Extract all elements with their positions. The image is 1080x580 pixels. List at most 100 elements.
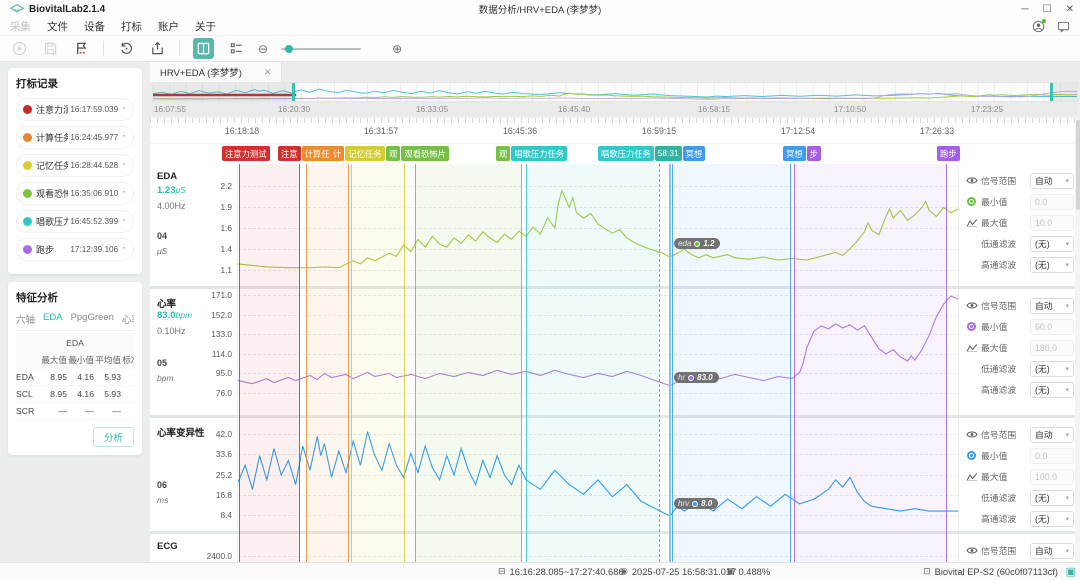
channel-row-ECG: ECG 2400.0 信号范围 自动 ▾ — [150, 534, 1080, 562]
menu-item-关于[interactable]: 关于 — [195, 21, 216, 33]
slider-track[interactable] — [281, 44, 362, 53]
feature-tab-EDA[interactable]: EDA — [43, 312, 63, 323]
task-badge[interactable]: 计 — [330, 146, 345, 161]
channel-plot[interactable] — [238, 289, 958, 415]
feature-table-header-cell: 标准差 — [122, 355, 134, 365]
zoom-in-button[interactable]: ⊕ — [392, 41, 403, 56]
control-select-低通滤波[interactable]: (无) ▾ — [1030, 360, 1074, 377]
channel-list-button[interactable] — [227, 40, 245, 58]
mark-record-item[interactable]: 跑步 17:12:39.106 ⌃ — [16, 238, 134, 261]
zoom-out-button[interactable]: ⊖ — [258, 41, 269, 56]
menu-item-文件[interactable]: 文件 — [47, 21, 68, 33]
chevron-up-icon[interactable]: ⌃ — [121, 218, 127, 226]
task-badge[interactable]: 注意 — [278, 146, 301, 161]
menu-item-设备[interactable]: 设备 — [84, 21, 105, 33]
task-badge[interactable]: 唱歌压力任务 — [598, 146, 654, 161]
control-select-高通滤波[interactable]: (无) ▾ — [1030, 510, 1074, 527]
channel-plot[interactable] — [238, 418, 958, 531]
eye-icon — [965, 430, 978, 439]
control-select-信号范围[interactable]: 自动 ▾ — [1030, 172, 1074, 189]
task-badge[interactable]: 观 — [386, 146, 401, 161]
timeline-zoom-slider[interactable] — [281, 44, 362, 53]
overview-selection-handle-right[interactable] — [1050, 83, 1054, 101]
menu-item-账户[interactable]: 账户 — [158, 21, 179, 33]
minimize-button[interactable]: ─ — [1021, 3, 1029, 15]
feature-tab-心率变异[interactable]: 心率变异 — [121, 315, 134, 326]
vertical-scrollbar[interactable] — [1075, 118, 1080, 562]
control-row: 高通滤波 (无) ▾ — [965, 508, 1074, 529]
task-badge[interactable]: 记忆任务 — [345, 146, 385, 161]
task-badge[interactable]: 步 — [806, 146, 821, 161]
slider-knob[interactable] — [285, 44, 294, 53]
y-axis-tick-label: 42.0 — [215, 429, 232, 439]
control-input-最大值[interactable]: 100.0 — [1030, 468, 1074, 485]
chevron-up-icon[interactable]: ⌃ — [121, 190, 127, 198]
menu-item-打标[interactable]: 打标 — [121, 21, 142, 33]
control-select-信号范围[interactable]: 自动 ▾ — [1030, 542, 1074, 559]
mark-record-item[interactable]: 计算任务 16:24:45.977 ⌃ — [16, 126, 134, 149]
y-axis-tick-label: 1.1 — [220, 265, 232, 275]
gridline — [238, 207, 958, 208]
history-button[interactable] — [117, 40, 135, 58]
mark-record-item[interactable]: 记忆任务 16:28:44.528 ⌃ — [16, 154, 134, 177]
control-row: 低通滤波 (无) ▾ — [965, 358, 1074, 379]
mark-flag-button[interactable] — [72, 40, 90, 58]
control-label: 信号范围 — [981, 301, 1017, 311]
mark-record-item[interactable]: 唱歌压力...16:45:52.399⌃ — [16, 210, 134, 233]
feature-tab-PpgGreen[interactable]: PpgGreen — [70, 312, 114, 323]
task-badge[interactable]: 冥想 — [682, 146, 706, 161]
overview-selection-handle-left[interactable] — [292, 83, 296, 101]
export-button[interactable] — [148, 40, 166, 58]
control-label: 信号范围 — [981, 176, 1017, 186]
device-icon: ⊡ — [923, 566, 931, 576]
feature-tab-六轴[interactable]: 六轴 — [16, 315, 36, 326]
task-badge[interactable]: 58:31 — [654, 146, 682, 161]
mark-record-item[interactable]: 注意力测试16:17:59.039⌃ — [16, 98, 134, 121]
mark-timestamp: 16:24:45.977 — [70, 133, 119, 142]
split-layout-button[interactable] — [193, 38, 214, 59]
task-badge[interactable]: 观看恐怖片 — [401, 146, 449, 161]
control-select-信号范围[interactable]: 自动 ▾ — [1030, 426, 1074, 443]
channel-plot[interactable] — [238, 534, 958, 562]
mark-color-dot — [23, 133, 32, 142]
message-icon[interactable] — [1057, 20, 1070, 33]
task-badge[interactable]: 跑步 — [937, 146, 960, 161]
feature-table-header-row: 最大值最小值平均值标准差 — [16, 351, 134, 369]
control-input-最大值[interactable]: 10.0 — [1030, 214, 1074, 231]
feature-table-header-cell: 最小值 — [68, 355, 94, 365]
feature-table-cell: 4.16 — [77, 389, 94, 399]
control-select-低通滤波[interactable]: (无) ▾ — [1030, 489, 1074, 506]
close-button[interactable]: ✕ — [1065, 3, 1074, 15]
control-input-最小值[interactable]: 60.0 — [1030, 318, 1074, 335]
play-button[interactable] — [10, 40, 28, 58]
account-avatar-icon[interactable] — [1032, 19, 1046, 33]
control-select-低通滤波[interactable]: (无) ▾ — [1030, 235, 1074, 252]
tab-close-icon[interactable]: ✕ — [263, 66, 272, 77]
control-input-最小值[interactable]: 0.0 — [1030, 193, 1074, 210]
y-axis-tick-label: 1.9 — [220, 202, 232, 212]
task-badge[interactable]: 唱歌压力任务 — [511, 146, 568, 161]
control-input-最小值[interactable]: 0.0 — [1030, 447, 1074, 464]
task-badge[interactable]: 注意力测试 — [222, 146, 270, 161]
analyze-button[interactable]: 分析 — [92, 427, 134, 447]
control-select-高通滤波[interactable]: (无) ▾ — [1030, 381, 1074, 398]
control-label: 高通滤波 — [981, 385, 1017, 395]
chevron-up-icon[interactable]: ⌃ — [121, 106, 127, 114]
control-input-最大值[interactable]: 180.0 — [1030, 339, 1074, 356]
control-select-高通滤波[interactable]: (无) ▾ — [1030, 256, 1074, 273]
maximize-button[interactable]: ☐ — [1042, 3, 1052, 15]
document-tab[interactable]: HRV+EDA (李梦梦) ✕ — [150, 62, 283, 82]
scrollbar-thumb[interactable] — [1075, 120, 1080, 210]
chevron-up-icon[interactable]: ⌃ — [121, 246, 127, 254]
task-badge[interactable]: 冥想 — [783, 146, 806, 161]
task-badge[interactable]: 观 — [496, 146, 511, 161]
chevron-up-icon[interactable]: ⌃ — [121, 162, 127, 170]
channel-plot[interactable] — [238, 164, 958, 286]
control-select-信号范围[interactable]: 自动 ▾ — [1030, 297, 1074, 314]
mark-record-item[interactable]: 观看恐怖片16:35:06.910⌃ — [16, 182, 134, 205]
peaks-icon — [965, 343, 978, 353]
chevron-up-icon[interactable]: ⌃ — [121, 134, 127, 142]
title-bar: BiovitalLab2.1.4 数据分析/HRV+EDA (李梦梦) ─ ☐ … — [0, 0, 1080, 18]
save-button[interactable] — [41, 40, 59, 58]
overview-timeline[interactable] — [152, 82, 1078, 102]
